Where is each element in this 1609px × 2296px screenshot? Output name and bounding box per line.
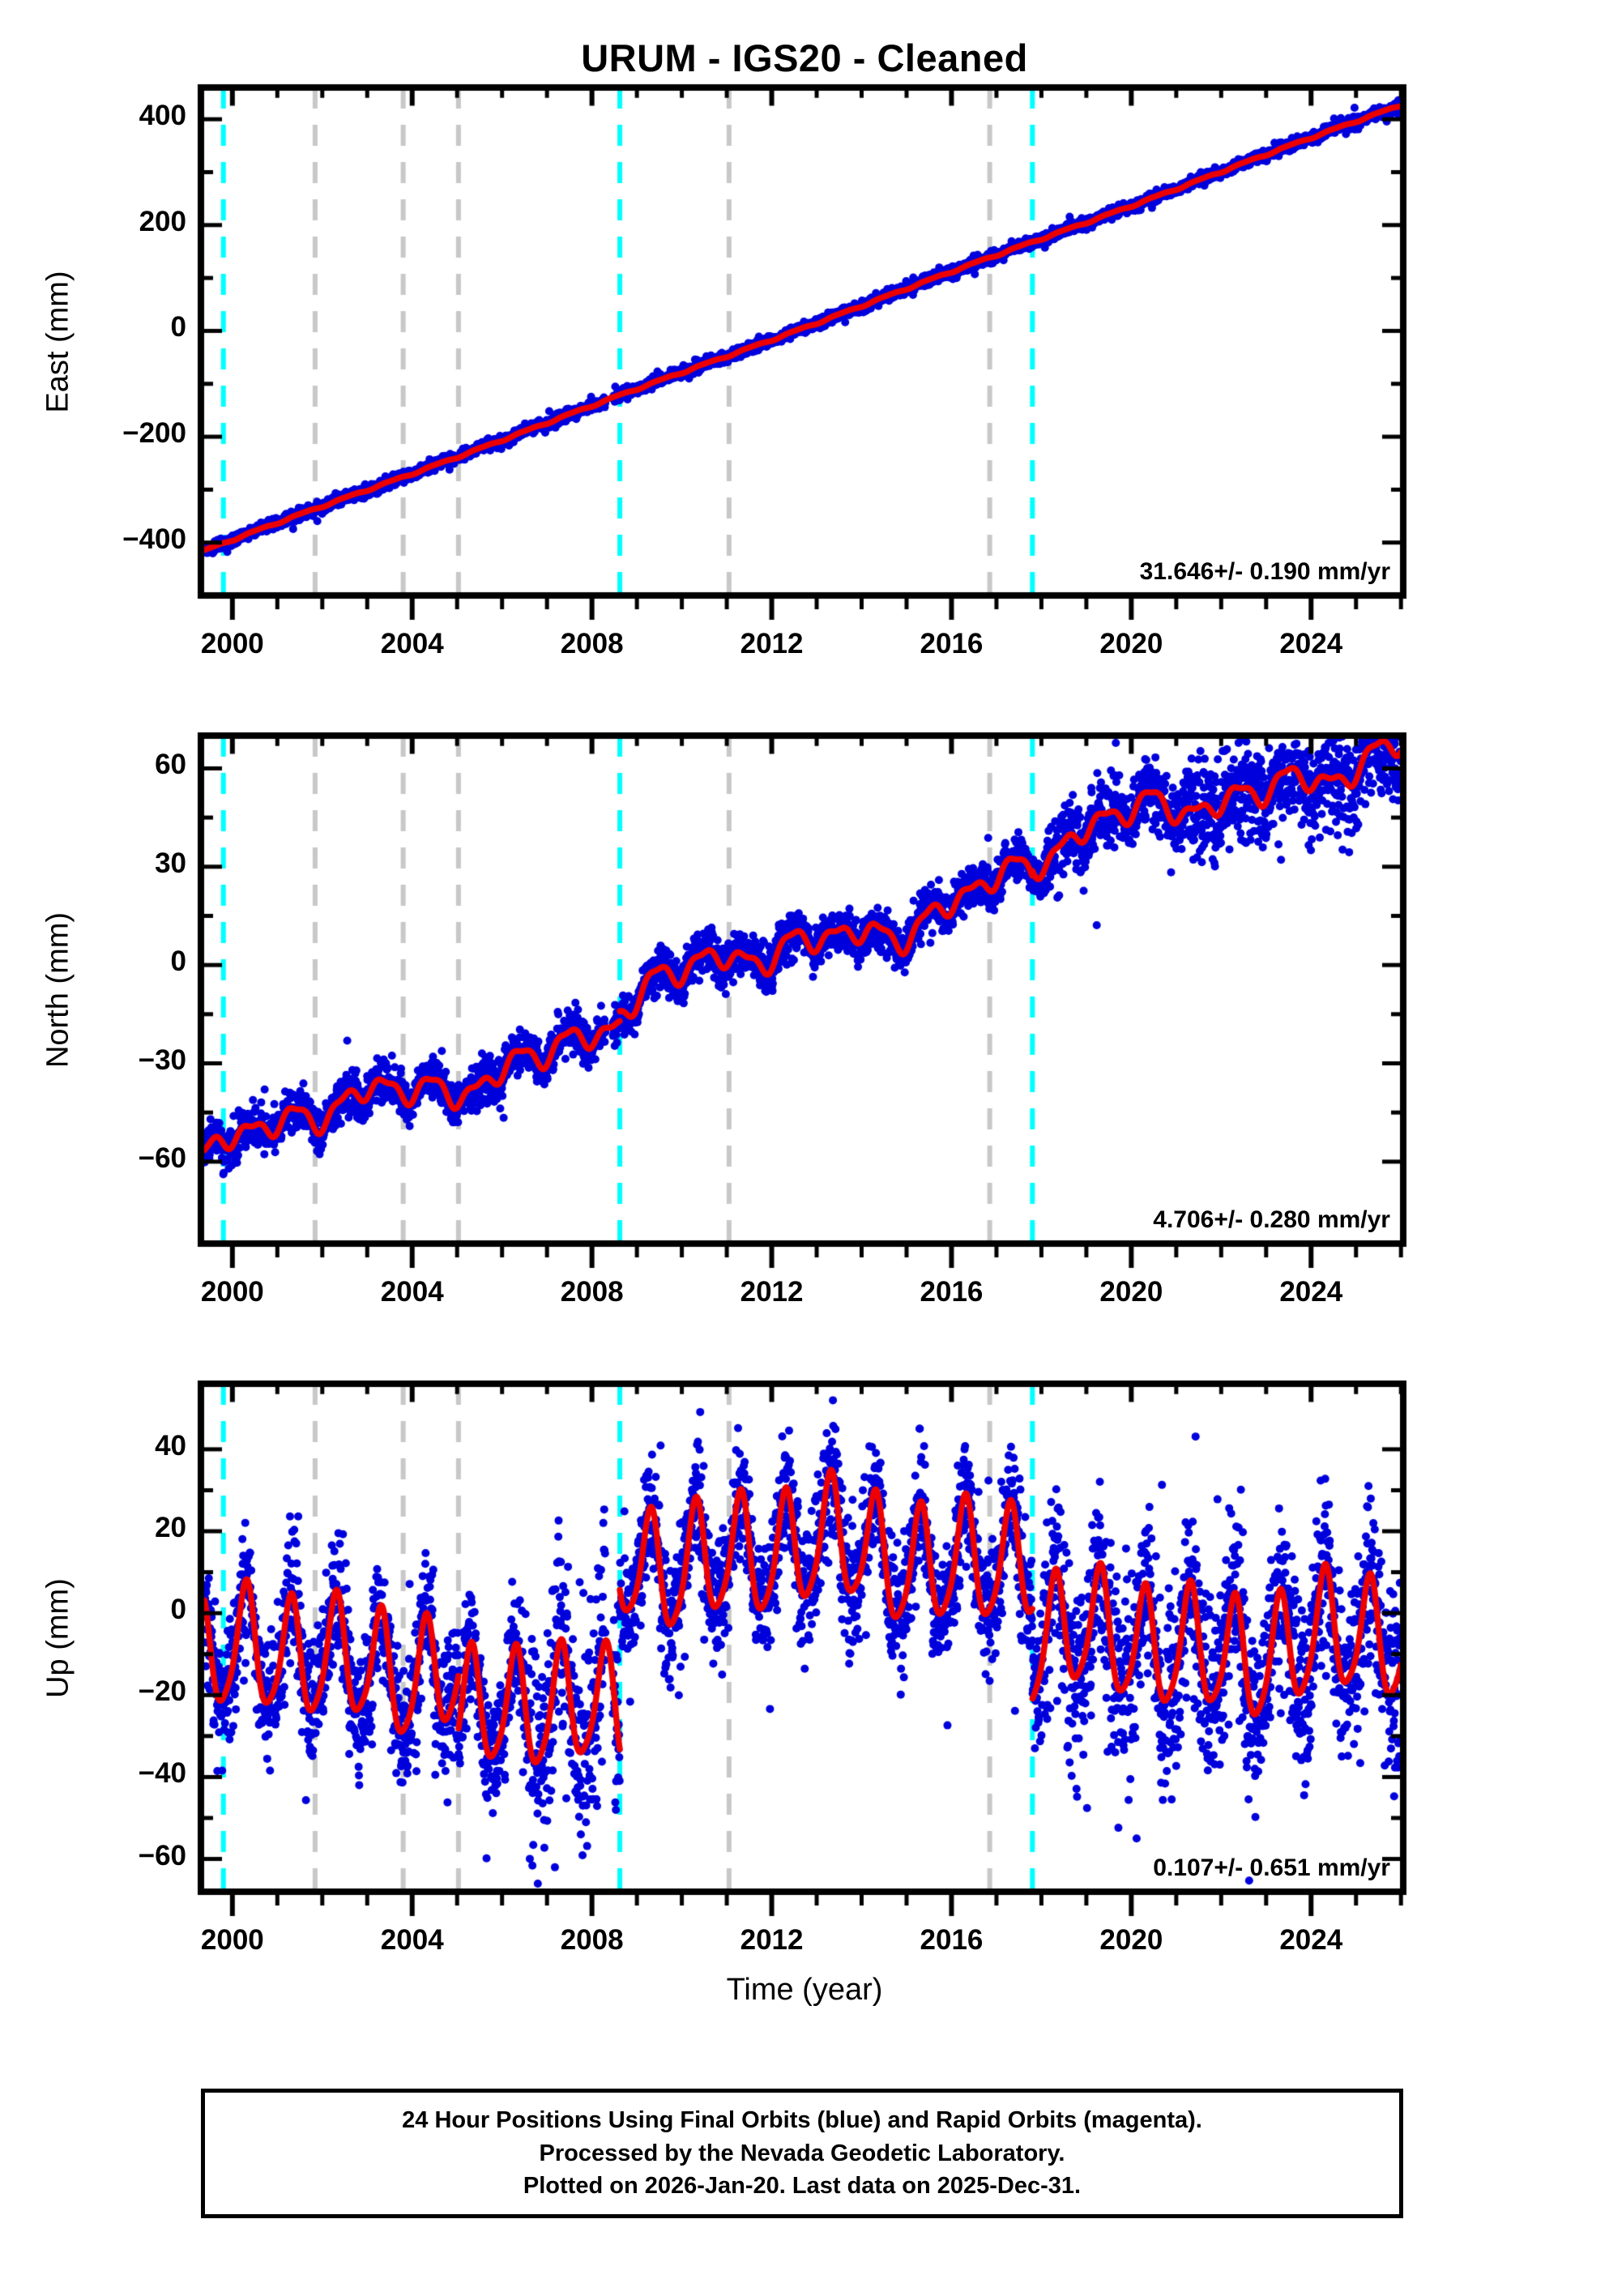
up-ytick-label: 0 bbox=[170, 1594, 186, 1626]
x-tick-label: 2004 bbox=[380, 1924, 444, 1956]
x-tick-label: 2008 bbox=[560, 1276, 624, 1308]
north-ytick-label: −30 bbox=[138, 1043, 186, 1076]
up-ytick-label: 40 bbox=[155, 1429, 186, 1462]
east-ytick-label: −200 bbox=[122, 417, 186, 450]
east-axis-label: East (mm) bbox=[41, 270, 75, 413]
up-ytick-label: 20 bbox=[155, 1512, 186, 1544]
up-ytick-label: −60 bbox=[138, 1839, 186, 1871]
east-ytick-label: 0 bbox=[170, 311, 186, 344]
x-tick-label: 2016 bbox=[920, 628, 984, 659]
x-tick-label: 2004 bbox=[380, 628, 444, 659]
caption-line-2: Processed by the Nevada Geodetic Laborat… bbox=[539, 2140, 1065, 2166]
north-ytick-label: 30 bbox=[155, 847, 186, 879]
up-axis-label: Up (mm) bbox=[41, 1577, 75, 1698]
east-ytick-label: 400 bbox=[139, 100, 186, 132]
east-ytick-label: 200 bbox=[139, 205, 186, 237]
x-tick-label: 2000 bbox=[200, 1276, 264, 1308]
x-tick-label: 2016 bbox=[920, 1276, 984, 1308]
north-ytick-label: −60 bbox=[138, 1142, 186, 1174]
x-tick-label: 2020 bbox=[1099, 1276, 1163, 1308]
north-ytick-label: 60 bbox=[155, 749, 186, 781]
x-tick-label: 2000 bbox=[200, 628, 264, 659]
x-tick-label: 2024 bbox=[1279, 1276, 1343, 1308]
x-tick-label: 2004 bbox=[380, 1276, 444, 1308]
x-tick-label: 2012 bbox=[740, 628, 804, 659]
up-ytick-label: −40 bbox=[138, 1757, 186, 1790]
north-rate-annotation: 4.706+/- 0.280 mm/yr bbox=[1153, 1206, 1390, 1233]
caption-line-3: Plotted on 2026-Jan-20. Last data on 202… bbox=[523, 2173, 1082, 2200]
up-rate-annotation: 0.107+/- 0.651 mm/yr bbox=[1153, 1854, 1390, 1881]
north-axis-label: North (mm) bbox=[41, 911, 75, 1068]
x-tick-label: 2008 bbox=[560, 628, 624, 659]
north-ytick-label: 0 bbox=[170, 945, 186, 978]
figure-title: URUM - IGS20 - Cleaned bbox=[581, 36, 1028, 79]
east-rate-annotation: 31.646+/- 0.190 mm/yr bbox=[1139, 558, 1390, 585]
caption-line-1: 24 Hour Positions Using Final Orbits (bl… bbox=[402, 2107, 1202, 2134]
caption-box: 24 Hour Positions Using Final Orbits (bl… bbox=[201, 2089, 1403, 2218]
x-axis-label: Time (year) bbox=[726, 1973, 883, 2007]
x-tick-label: 2000 bbox=[200, 1924, 264, 1956]
x-tick-label: 2008 bbox=[560, 1924, 624, 1956]
x-tick-label: 2020 bbox=[1099, 1924, 1163, 1956]
x-tick-label: 2020 bbox=[1099, 628, 1163, 659]
x-tick-label: 2012 bbox=[740, 1276, 804, 1308]
x-tick-label: 2016 bbox=[920, 1924, 984, 1956]
x-tick-label: 2024 bbox=[1279, 1924, 1343, 1956]
x-tick-label: 2012 bbox=[740, 1924, 804, 1956]
up-ytick-label: −20 bbox=[138, 1675, 186, 1708]
east-ytick-label: −400 bbox=[122, 523, 186, 555]
x-tick-label: 2024 bbox=[1279, 628, 1343, 659]
